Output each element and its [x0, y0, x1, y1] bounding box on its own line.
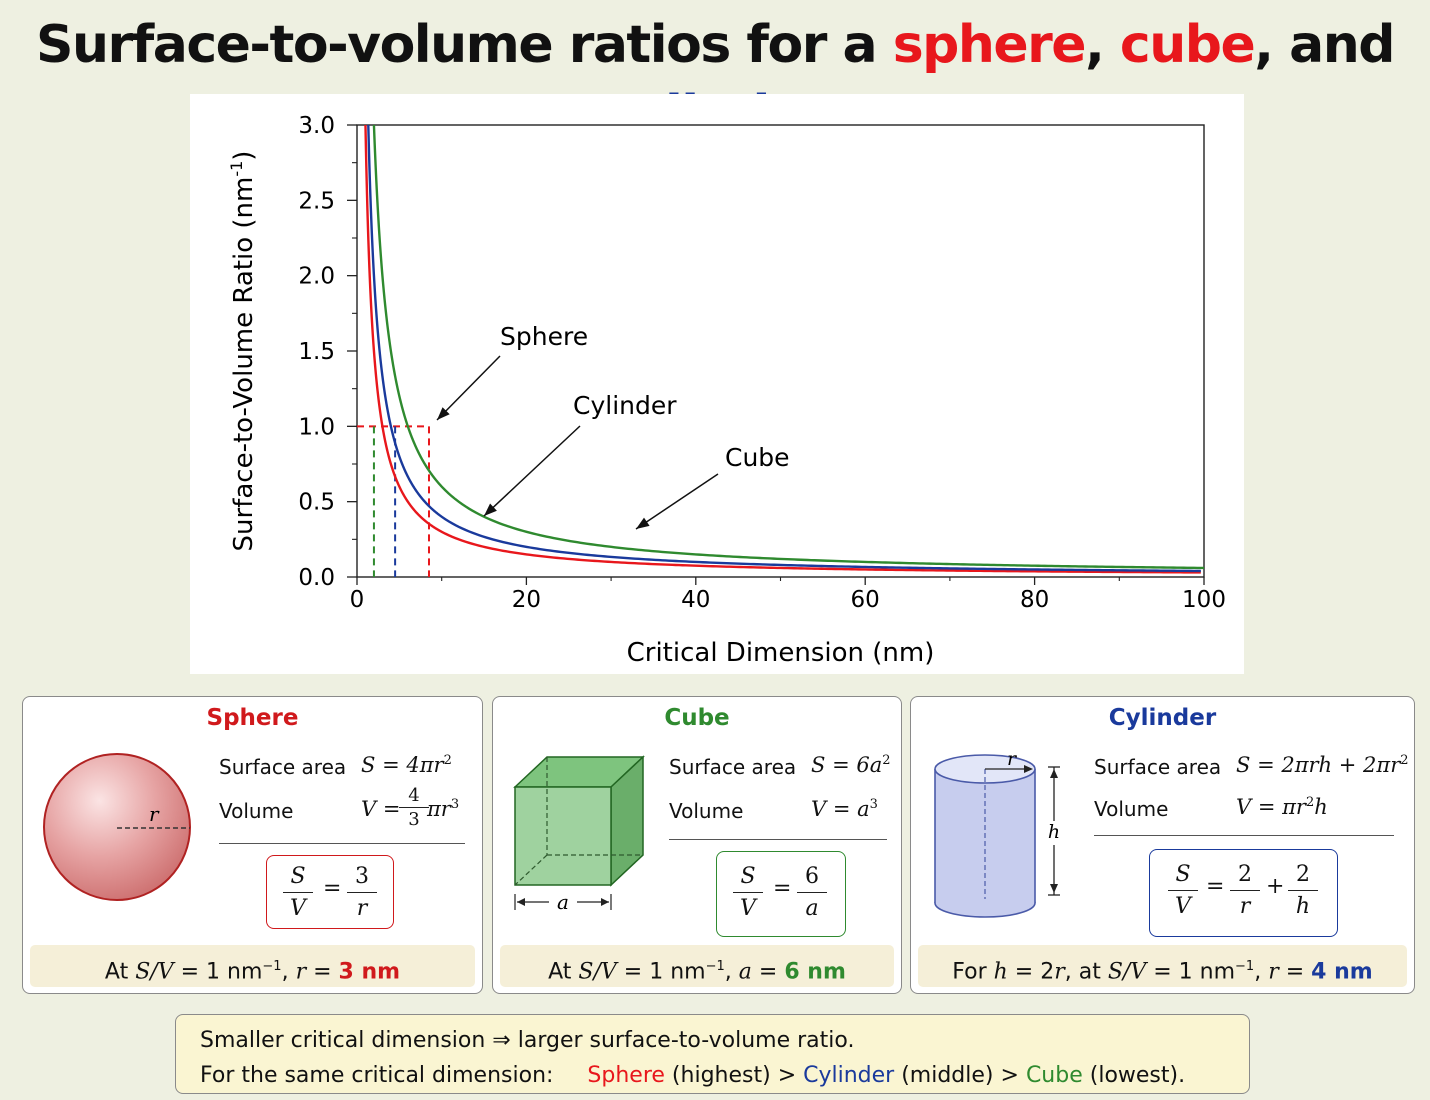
cylinder-card-title: Cylinder: [1108, 705, 1217, 731]
cylinder-illustration: r h: [934, 748, 1063, 918]
series-line-cylinder: [367, 125, 1201, 573]
y-tick-label: 2.5: [298, 188, 335, 214]
arrow-left-icon: [517, 898, 525, 906]
cube-illustration: a: [513, 755, 645, 914]
annotation-label-cylinder: Cylinder: [573, 391, 677, 420]
cylinder-vol-label: Volume: [1094, 797, 1169, 821]
plus: +: [1266, 874, 1285, 899]
annotation-arrow-line: [483, 425, 581, 517]
cube-a-label: a: [557, 890, 569, 914]
y-tick-label: 3.0: [298, 113, 335, 139]
y-tick-label: 1.0: [298, 414, 335, 440]
arrow-down-icon: [1050, 884, 1058, 893]
cube-card: Cube a Surface area S = 6a2 Volume V = a…: [492, 696, 902, 994]
sv-ratio-chart: 0 20 40 60 80 100 0.0 0.5 1.0 1.5 2.0 2.5 3.0 Critica…: [227, 113, 1226, 668]
sphere-card-title: Sphere: [206, 705, 299, 731]
cube-vol-label: Volume: [669, 799, 744, 823]
title-sep: ,: [1085, 15, 1120, 75]
equals: =: [1206, 874, 1225, 899]
series-line-cube: [372, 125, 1204, 570]
note-line-1: Smaller critical dimension ⇒ larger surf…: [200, 1028, 855, 1053]
sphere-r-label: r: [149, 802, 160, 826]
arrow-right-icon: [601, 898, 609, 906]
note-cylinder: Cylinder: [803, 1063, 895, 1088]
cube-divider: [669, 839, 887, 840]
cube-card-title: Cube: [664, 705, 730, 731]
x-tick-label: 80: [1020, 587, 1049, 613]
annotation-arrow-line: [635, 473, 719, 530]
arrowhead-icon: [484, 503, 497, 516]
sphere-vol-label: Volume: [219, 799, 294, 823]
title-sphere: sphere: [892, 15, 1087, 75]
cube-hidden-edge: [514, 854, 548, 886]
cube-sa-label: Surface area: [669, 755, 797, 779]
x-tick-label: 0: [350, 587, 365, 613]
title-text: Surface-to-volume ratios for a: [36, 15, 893, 75]
x-tick-label: 20: [512, 587, 541, 613]
plot-frame: [356, 124, 1205, 578]
sphere-card: Sphere r Surface area S = 4πr2 Volume V …: [22, 696, 483, 994]
y-tick-label: 0.0: [298, 565, 335, 591]
sphere-illustration: r: [43, 753, 191, 901]
annotation-label-cube: Cube: [725, 443, 790, 472]
h-label-bg: [1045, 821, 1063, 845]
note-cube: Cube: [1025, 1063, 1083, 1088]
y-axis-label: Surface-to-Volume Ratio (nm-1): [227, 151, 259, 552]
chart-panel: 0 20 40 60 80 100 0.0 0.5 1.0 1.5 2.0 2.5 3.0 Critica…: [190, 94, 1244, 674]
cube-vol-formula: V = a3: [811, 797, 878, 821]
equals: =: [323, 876, 342, 901]
y-tick-label: 2.0: [298, 264, 335, 290]
y-tick-label: 0.5: [298, 490, 335, 516]
sphere-footer: At S/V = 1 nm−1, r = 3 nm: [30, 945, 475, 987]
cube-front: [514, 786, 612, 886]
cylinder-card: Cylinder r h Surface area S = 2πrh + 2πr…: [910, 696, 1415, 994]
sphere-shape: [43, 753, 191, 901]
cylinder-h-label: h: [1048, 821, 1060, 843]
arrow-right-icon: [1024, 765, 1033, 773]
cylinder-vol-formula: V = πr2h: [1236, 795, 1328, 819]
cube-sa-formula: S = 6a2: [811, 753, 891, 777]
x-tick-label: 40: [681, 587, 710, 613]
annotation-arrow-line: [436, 355, 501, 421]
x-tick-label: 60: [851, 587, 880, 613]
sphere-vol-formula: V =: [361, 797, 401, 821]
y-tick-label: 1.5: [298, 339, 335, 365]
annotation-label-sphere: Sphere: [500, 322, 588, 351]
note-line-2: For the same critical dimension: Sphere (…: [200, 1063, 1186, 1088]
x-tick-label: 100: [1182, 587, 1226, 613]
title-cube: cube: [1119, 15, 1256, 75]
cylinder-sa-formula: S = 2πrh + 2πr2: [1236, 753, 1409, 777]
cylinder-divider: [1094, 835, 1394, 836]
arrowhead-icon: [636, 517, 650, 529]
series-line-sphere: [364, 125, 1201, 574]
cylinder-r-label: r: [1007, 748, 1018, 770]
sphere-vol-formula-tail: πr3: [427, 797, 460, 821]
sphere-sa-label: Surface area: [219, 755, 347, 779]
summary-note: Smaller critical dimension ⇒ larger surf…: [175, 1014, 1250, 1094]
x-axis-label: Critical Dimension (nm): [627, 638, 935, 668]
sphere-divider: [219, 843, 465, 844]
note-sphere: Sphere: [587, 1063, 665, 1088]
cube-footer: At S/V = 1 nm−1, a = 6 nm: [500, 945, 894, 987]
title-sep: , and: [1254, 15, 1395, 75]
arrow-up-icon: [1050, 769, 1058, 778]
arrowhead-icon: [437, 407, 450, 420]
cylinder-footer: For h = 2r, at S/V = 1 nm−1, r = 4 nm: [918, 945, 1407, 987]
equals: =: [773, 876, 792, 901]
sphere-sa-formula: S = 4πr2: [361, 753, 452, 777]
cylinder-sa-label: Surface area: [1094, 755, 1222, 779]
